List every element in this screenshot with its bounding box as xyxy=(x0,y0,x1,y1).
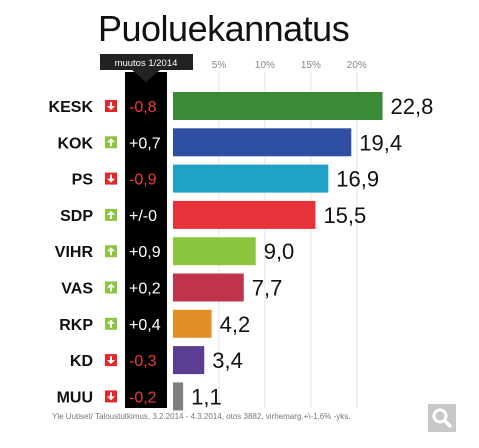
tick-label: 10% xyxy=(255,60,275,71)
bar xyxy=(173,309,212,338)
change-value: +0,7 xyxy=(129,135,161,152)
bar xyxy=(173,273,244,302)
arrow-up-icon xyxy=(107,283,115,292)
bar xyxy=(173,128,352,157)
bar-row: KOK +0,7 19,4 xyxy=(57,128,402,157)
value-label: 19,4 xyxy=(359,130,402,155)
bar-row: KD -0,3 3,4 xyxy=(70,346,243,375)
bar-row: VIHR +0,9 9,0 xyxy=(55,237,295,266)
category-label: SDP xyxy=(60,208,93,225)
bar-row: VAS +0,2 7,7 xyxy=(61,273,283,302)
bar xyxy=(173,92,383,120)
tick-label: 15% xyxy=(301,60,321,71)
category-label: RKP xyxy=(59,317,93,334)
value-label: 3,4 xyxy=(212,348,243,373)
chart-title: Puoluekannatus xyxy=(98,8,350,49)
search-icon xyxy=(432,408,452,428)
grid-lines xyxy=(218,72,358,408)
bar xyxy=(173,346,205,375)
category-label: KD xyxy=(70,353,93,370)
change-value: -0,2 xyxy=(129,389,157,406)
bar-row: KESK -0,8 22,8 xyxy=(49,92,434,120)
category-label: MUU xyxy=(57,389,93,406)
bar-row: MUU -0,2 1,1 xyxy=(57,382,222,411)
category-label: VAS xyxy=(61,281,93,298)
category-label: KESK xyxy=(49,99,94,116)
bar xyxy=(173,164,329,193)
arrow-up-icon xyxy=(107,247,115,256)
tick-label: 5% xyxy=(212,60,227,71)
tick-labels: 5% 10% 15% 20% xyxy=(212,60,367,71)
change-value: +0,2 xyxy=(129,281,161,298)
value-label: 4,2 xyxy=(220,312,251,337)
bar xyxy=(173,237,256,266)
change-value: -0,9 xyxy=(129,172,157,189)
bar-rows: KESK -0,8 22,8 KOK +0,7 19,4 PS -0,9 16,9 SDP +/-0… xyxy=(49,92,434,411)
change-header-tab xyxy=(100,54,193,82)
change-column-background xyxy=(125,72,167,408)
category-label: KOK xyxy=(57,135,93,152)
change-header-label: muutos 1/2014 xyxy=(115,58,178,69)
arrow-up-icon xyxy=(107,319,115,328)
source-note: Yle Uutiset/ Taloustutkimus, 3.2.2014 - … xyxy=(52,412,351,421)
arrow-up-icon xyxy=(107,138,115,147)
arrow-up-icon xyxy=(107,210,115,219)
tick-label: 20% xyxy=(347,60,367,71)
value-label: 15,5 xyxy=(323,203,366,228)
arrow-down-icon xyxy=(107,102,115,110)
bar-row: SDP +/-0 15,5 xyxy=(60,200,366,229)
change-value: +/-0 xyxy=(129,208,157,225)
arrow-down-icon xyxy=(107,174,115,183)
category-label: PS xyxy=(72,172,94,189)
search-button[interactable] xyxy=(428,404,456,432)
category-label: VIHR xyxy=(55,244,94,261)
bar-row: PS -0,9 16,9 xyxy=(72,164,379,193)
arrow-down-icon xyxy=(107,392,115,401)
change-value: +0,9 xyxy=(129,244,161,261)
arrow-down-icon xyxy=(107,356,115,365)
value-label: 7,7 xyxy=(252,276,283,301)
change-value: -0,3 xyxy=(129,353,157,370)
bar xyxy=(173,200,316,229)
value-label: 9,0 xyxy=(264,239,295,264)
change-value: +0,4 xyxy=(129,317,161,334)
value-label: 1,1 xyxy=(191,384,222,409)
change-value: -0,8 xyxy=(129,99,157,116)
value-label: 16,9 xyxy=(336,167,379,192)
bar xyxy=(173,382,184,411)
bar-row: RKP +0,4 4,2 xyxy=(59,309,251,338)
value-label: 22,8 xyxy=(391,94,434,119)
